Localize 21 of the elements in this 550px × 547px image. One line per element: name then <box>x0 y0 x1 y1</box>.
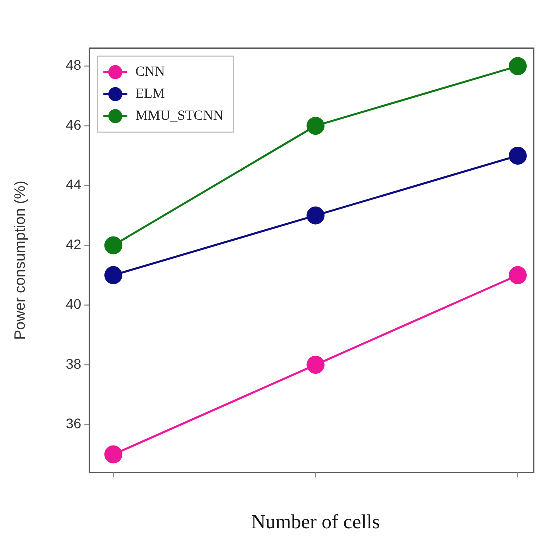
y-tick-label: 46 <box>66 116 82 133</box>
point <box>509 146 527 165</box>
y-axis-title: Power consumption (%) <box>12 180 30 340</box>
point <box>306 206 325 225</box>
point <box>509 57 527 76</box>
x-axis-title: Number of cells <box>251 511 380 534</box>
y-tick-label: 36 <box>66 416 82 432</box>
point <box>104 266 123 284</box>
y-tick-label: 38 <box>66 356 82 372</box>
legend-label: CNN <box>136 65 166 80</box>
legend-label: ELM <box>136 87 166 102</box>
point <box>509 266 527 284</box>
y-tick-label: 44 <box>66 176 82 193</box>
y-tick-label: 40 <box>66 296 82 312</box>
point <box>104 236 123 255</box>
y-tick-label: 48 <box>66 57 82 74</box>
point <box>104 446 123 464</box>
point <box>306 356 325 374</box>
y-tick-label: 42 <box>66 236 82 252</box>
point <box>306 117 325 136</box>
legend-label: MMU_STCNN <box>136 109 224 124</box>
